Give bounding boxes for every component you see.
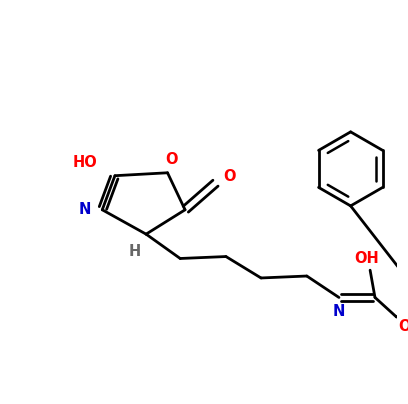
Text: O: O — [398, 319, 408, 334]
Text: O: O — [165, 152, 177, 166]
Text: N: N — [78, 202, 91, 217]
Text: O: O — [224, 169, 236, 184]
Text: OH: OH — [354, 251, 379, 266]
Text: H: H — [128, 244, 140, 259]
Text: HO: HO — [73, 155, 98, 170]
Text: N: N — [333, 303, 345, 319]
